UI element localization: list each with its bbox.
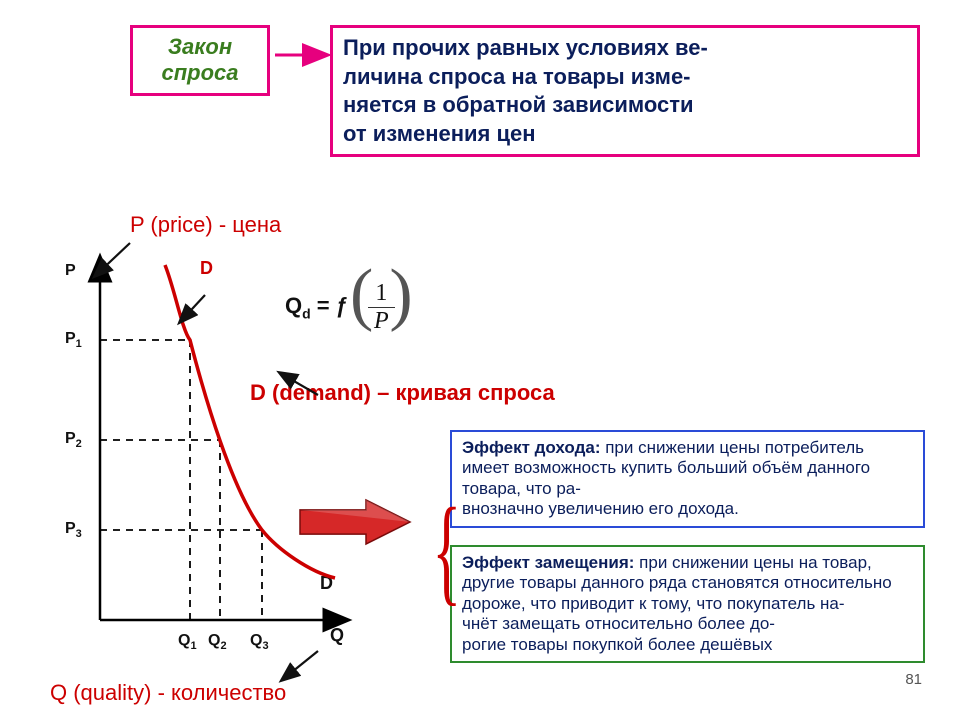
q-tick-1: Q2	[208, 632, 227, 652]
big-red-arrow	[300, 500, 410, 544]
diagram-svg	[0, 0, 960, 720]
pointer-arrow-0	[95, 243, 130, 276]
q-tick-2: Q3	[250, 632, 269, 652]
p-tick-0: P	[65, 262, 76, 280]
q-tick-0: Q1	[178, 632, 197, 652]
pointer-arrow-2	[280, 373, 318, 395]
p-tick-1: P1	[65, 330, 82, 350]
p-tick-3: P3	[65, 520, 82, 540]
p-tick-2: P2	[65, 430, 82, 450]
pointer-arrow-1	[180, 295, 205, 322]
pointer-arrow-3	[282, 651, 318, 680]
q-axis-label: Q	[330, 625, 344, 646]
